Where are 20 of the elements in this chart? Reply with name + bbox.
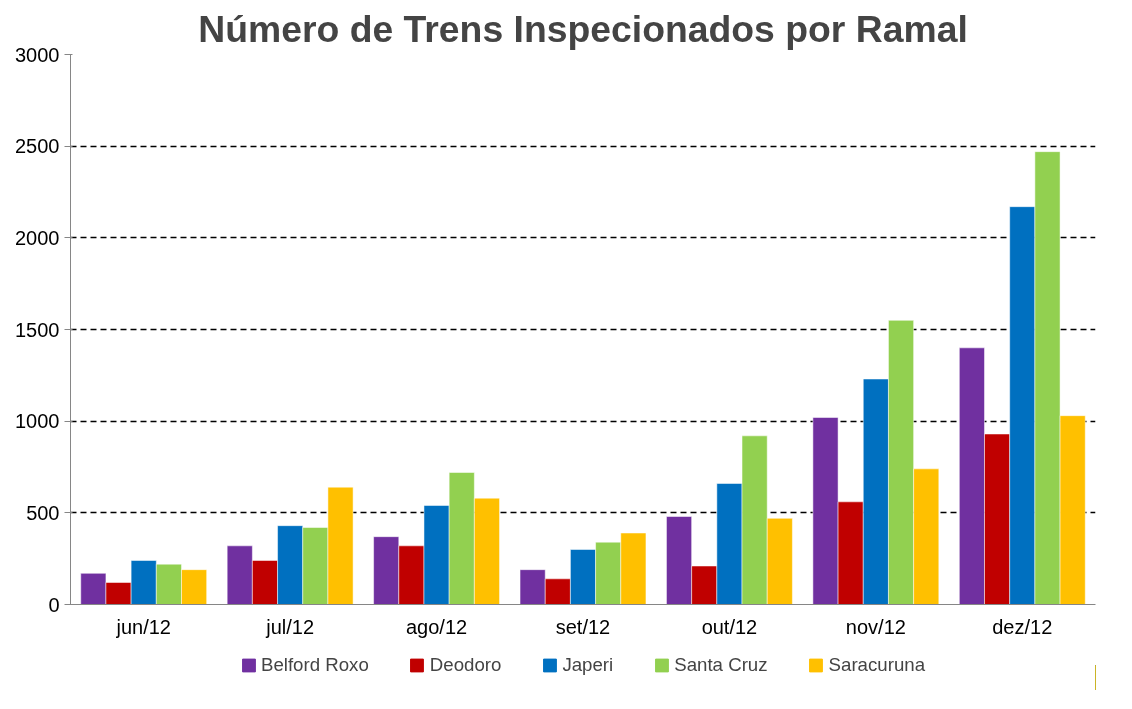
x-tick-label: dez/12 xyxy=(992,615,1053,638)
x-tick-label: out/12 xyxy=(701,615,758,638)
y-tick-label: 1500 xyxy=(15,318,60,341)
y-tick-label: 3000 xyxy=(15,43,60,66)
x-tick-label: set/12 xyxy=(555,615,611,638)
chart-title: Número de Trens Inspecionados por Ramal xyxy=(198,7,968,50)
y-tick-label: 1000 xyxy=(15,410,60,433)
x-tick-label: jul/12 xyxy=(265,615,315,638)
legend-label: Santa Cruz xyxy=(674,654,768,676)
x-tick-label: nov/12 xyxy=(845,615,906,638)
legend-label: Japeri xyxy=(562,654,614,676)
y-tick-label: 0 xyxy=(48,593,60,616)
x-tick-label: jun/12 xyxy=(115,615,171,638)
legend-label: Deodoro xyxy=(429,654,502,676)
x-tick-label: ago/12 xyxy=(405,615,468,638)
legend-label: Saracuruna xyxy=(828,654,926,676)
legend-label: Belford Roxo xyxy=(260,654,369,676)
y-tick-label: 500 xyxy=(26,501,60,524)
y-tick-label: 2000 xyxy=(15,226,60,249)
y-tick-label: 2500 xyxy=(15,135,60,158)
